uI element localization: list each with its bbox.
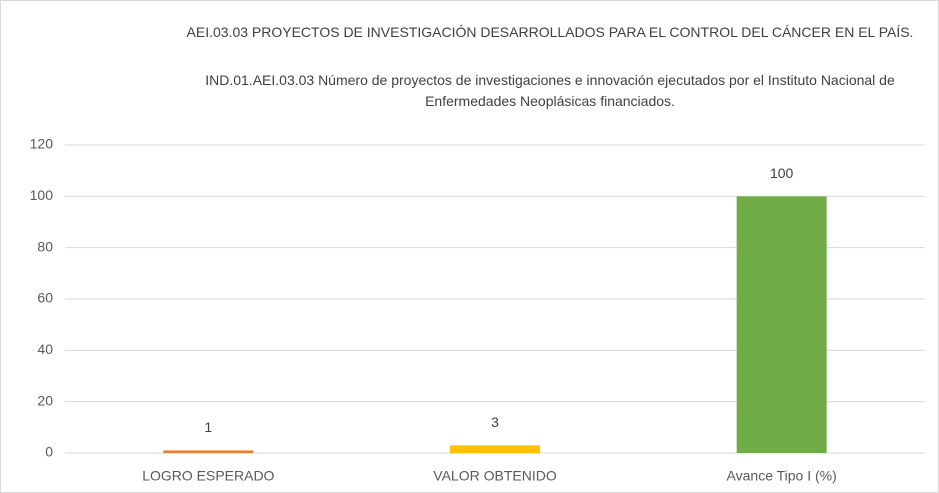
data-label: 1 xyxy=(204,419,212,435)
bar xyxy=(450,445,540,453)
x-tick-label: Avance Tipo I (%) xyxy=(727,468,837,484)
y-tick-label: 20 xyxy=(37,392,53,408)
y-tick-label: 60 xyxy=(37,290,53,306)
x-tick-label: VALOR OBTENIDO xyxy=(433,468,557,484)
y-tick-label: 80 xyxy=(37,238,53,254)
x-tick-label: LOGRO ESPERADO xyxy=(142,468,274,484)
data-label: 3 xyxy=(491,414,499,430)
y-tick-label: 100 xyxy=(30,187,54,203)
data-label: 100 xyxy=(770,165,794,181)
chart-subtitle: IND.01.AEI.03.03 Número de proyectos de … xyxy=(205,72,895,109)
bar xyxy=(163,450,254,453)
chart-title: AEI.03.03 PROYECTOS DE INVESTIGACIÓN DES… xyxy=(186,24,914,40)
bar xyxy=(736,196,827,454)
y-tick-label: 40 xyxy=(37,341,53,357)
y-tick-label: 0 xyxy=(45,444,53,460)
y-tick-label: 120 xyxy=(30,136,54,152)
